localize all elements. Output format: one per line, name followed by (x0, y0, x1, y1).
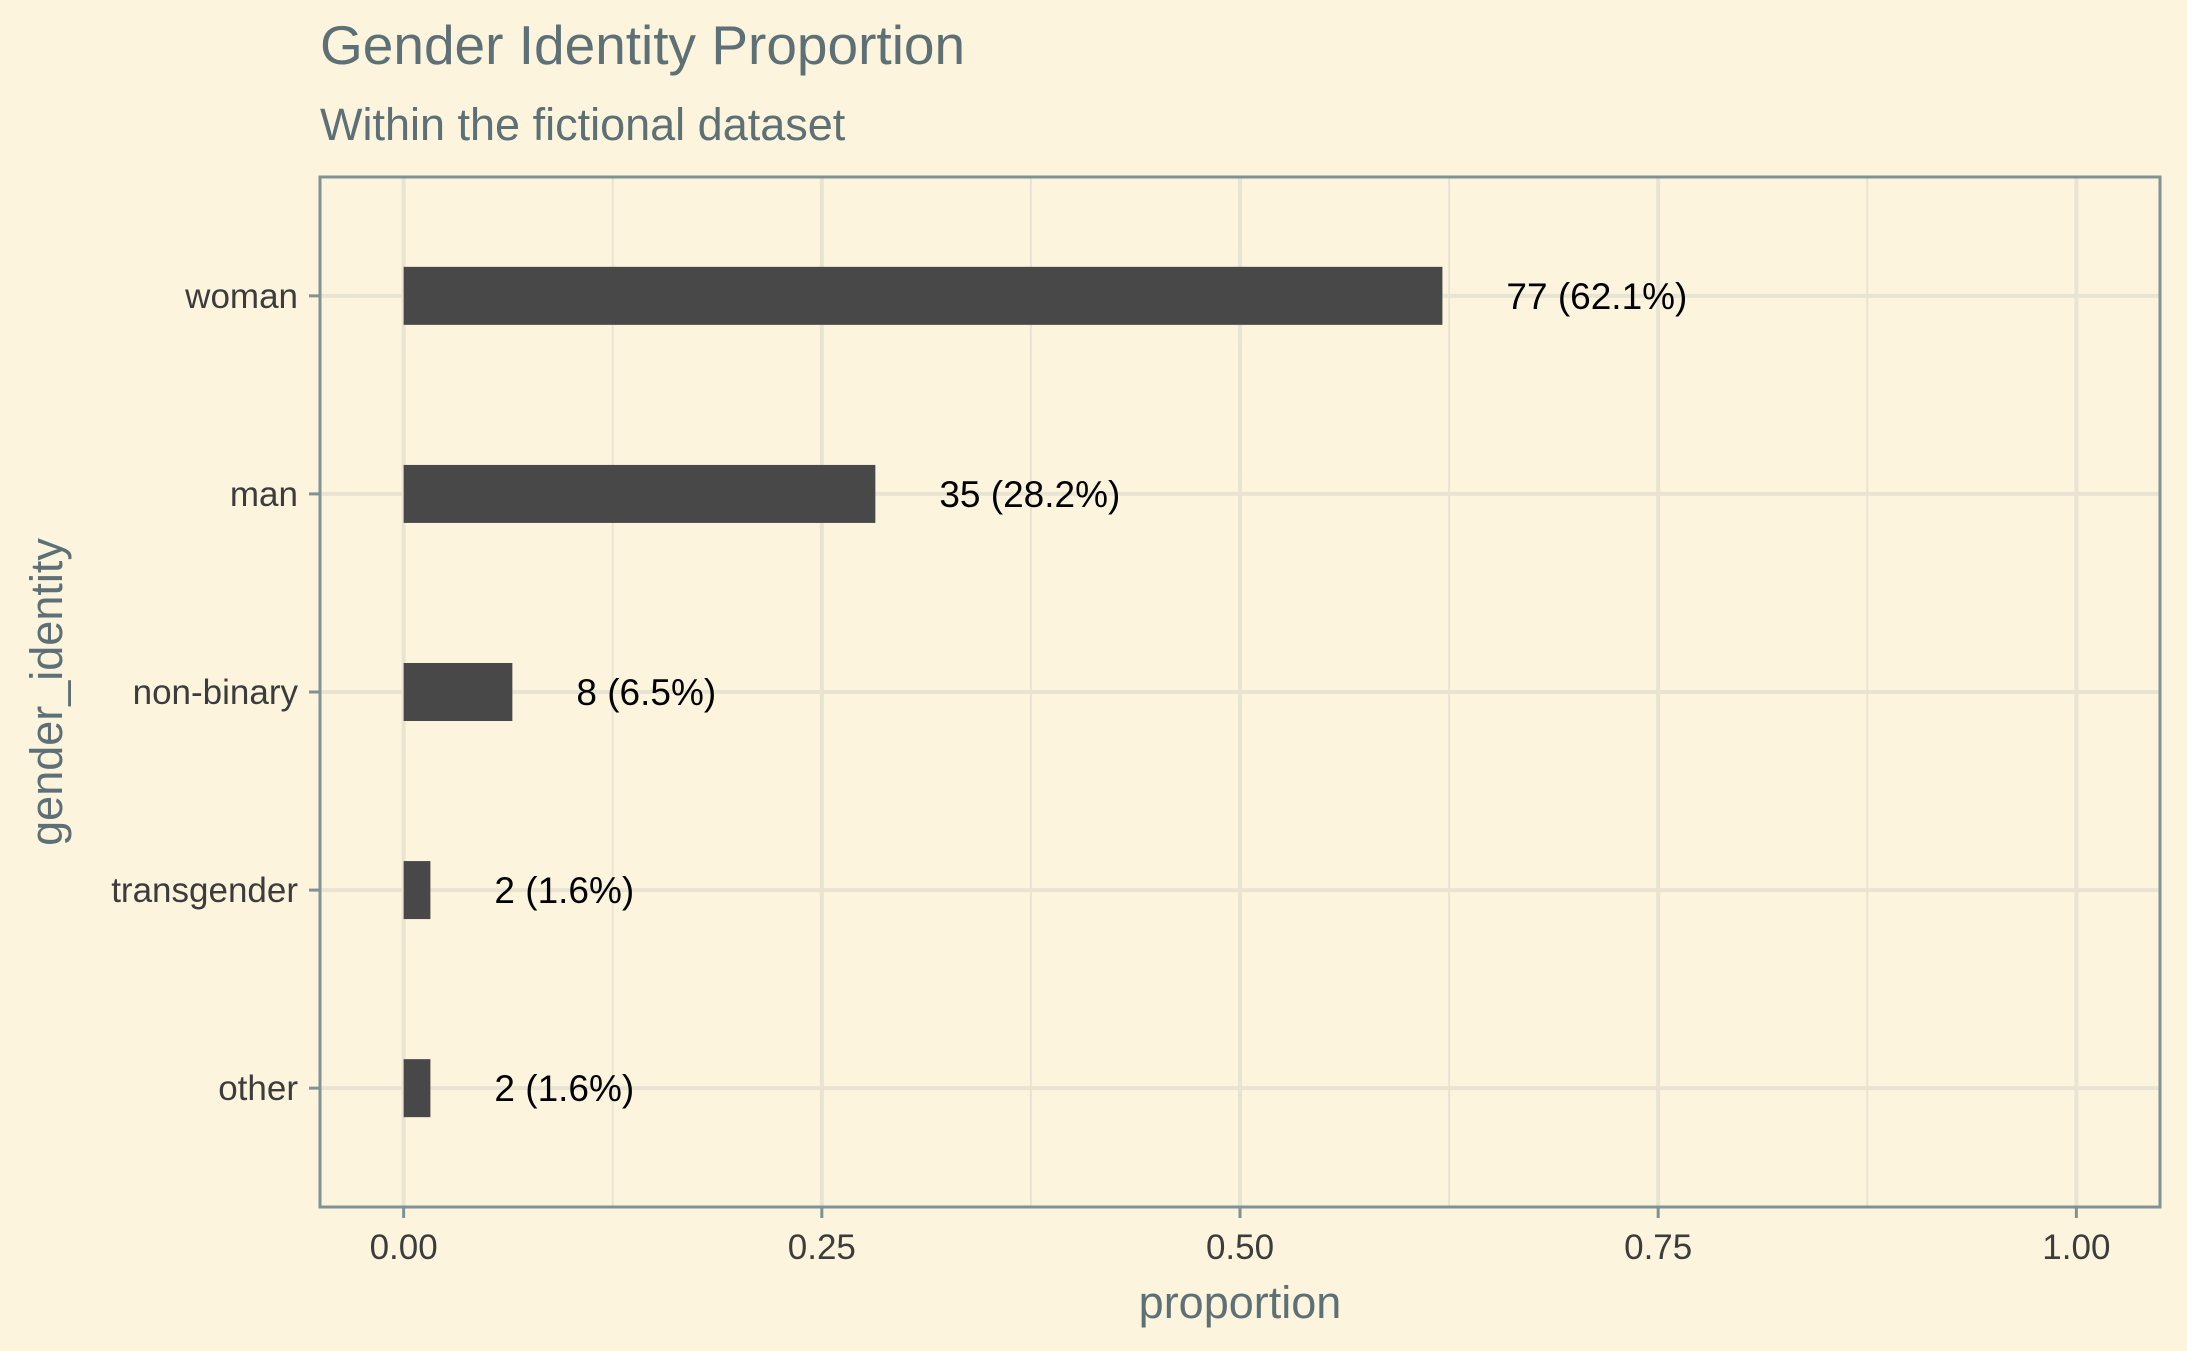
bars (403, 266, 1443, 1118)
bar-transgender (403, 861, 431, 920)
x-tick-label: 0.75 (1624, 1228, 1692, 1267)
x-tick-label: 1.00 (2042, 1228, 2110, 1267)
data-label: 2 (1.6%) (494, 1068, 634, 1109)
y-tick-label: non-binary (133, 673, 299, 712)
y-tick-label: other (218, 1069, 298, 1108)
data-label: 8 (6.5%) (576, 672, 716, 713)
chart-title: Gender Identity Proportion (320, 14, 965, 76)
y-tick-label: woman (184, 277, 298, 316)
data-label: 77 (62.1%) (1506, 276, 1687, 317)
bar-other (403, 1059, 431, 1118)
x-axis-title: proportion (1139, 1277, 1342, 1328)
y-tick-label: man (230, 475, 298, 514)
x-tick-label: 0.25 (788, 1228, 856, 1267)
chart-subtitle: Within the fictional dataset (320, 99, 846, 150)
bar-man (403, 464, 876, 523)
bar-woman (403, 266, 1443, 325)
data-label: 35 (28.2%) (939, 474, 1120, 515)
x-tick-label: 0.50 (1206, 1228, 1274, 1267)
data-labels: 77 (62.1%) 35 (28.2%) 8 (6.5%) 2 (1.6%) 2 (1… (494, 276, 1687, 1109)
panel-border (318, 175, 2162, 1209)
bar-non-binary (403, 663, 513, 721)
x-tick-label: 0.00 (370, 1228, 438, 1267)
y-tick-label: transgender (111, 871, 298, 910)
axes: 0.00 0.25 0.50 0.75 1.00 woman man non-binary tr… (111, 277, 2110, 1267)
y-axis-title: gender_identity (21, 538, 72, 846)
data-label: 2 (1.6%) (494, 870, 634, 911)
